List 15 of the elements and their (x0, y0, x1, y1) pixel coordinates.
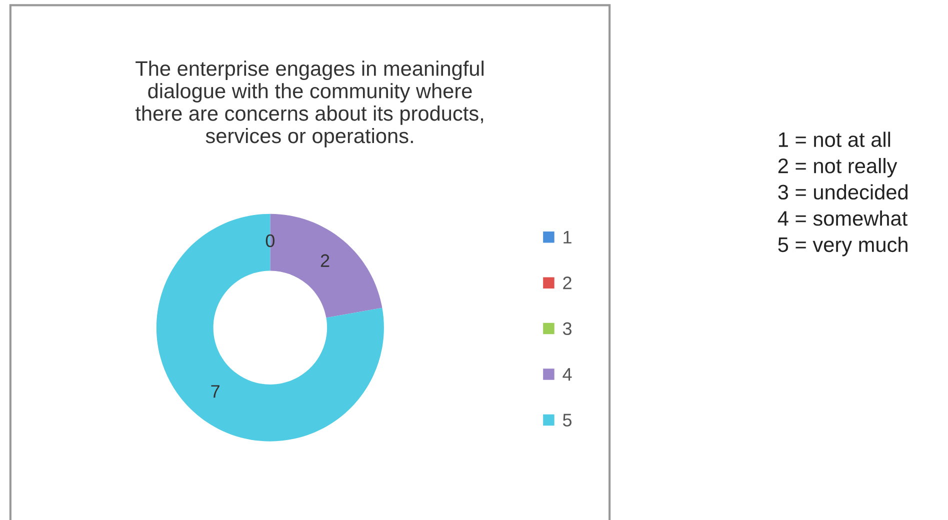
data-label: 2 (320, 254, 330, 267)
legend-label: 1 (564, 231, 572, 244)
text: 3 = undecided (778, 184, 908, 200)
text: 2 = not really (778, 158, 898, 178)
text: 1 = not at all (778, 132, 890, 148)
data-label: 7 (211, 385, 220, 398)
text: 0 (266, 234, 274, 248)
legend-label: 2 (563, 276, 572, 290)
text: 5 = very much (778, 236, 908, 256)
legend-label: 4 (562, 368, 572, 381)
text: 4 = somewhat (778, 210, 908, 226)
legend-label: 5 (562, 414, 572, 426)
chart-title: The enterprise engages in meaningful dialogue with the community where there are concerns about its products, services or operations. (135, 60, 484, 148)
donut-slice (156, 214, 384, 442)
legend-label: 3 (562, 322, 572, 336)
